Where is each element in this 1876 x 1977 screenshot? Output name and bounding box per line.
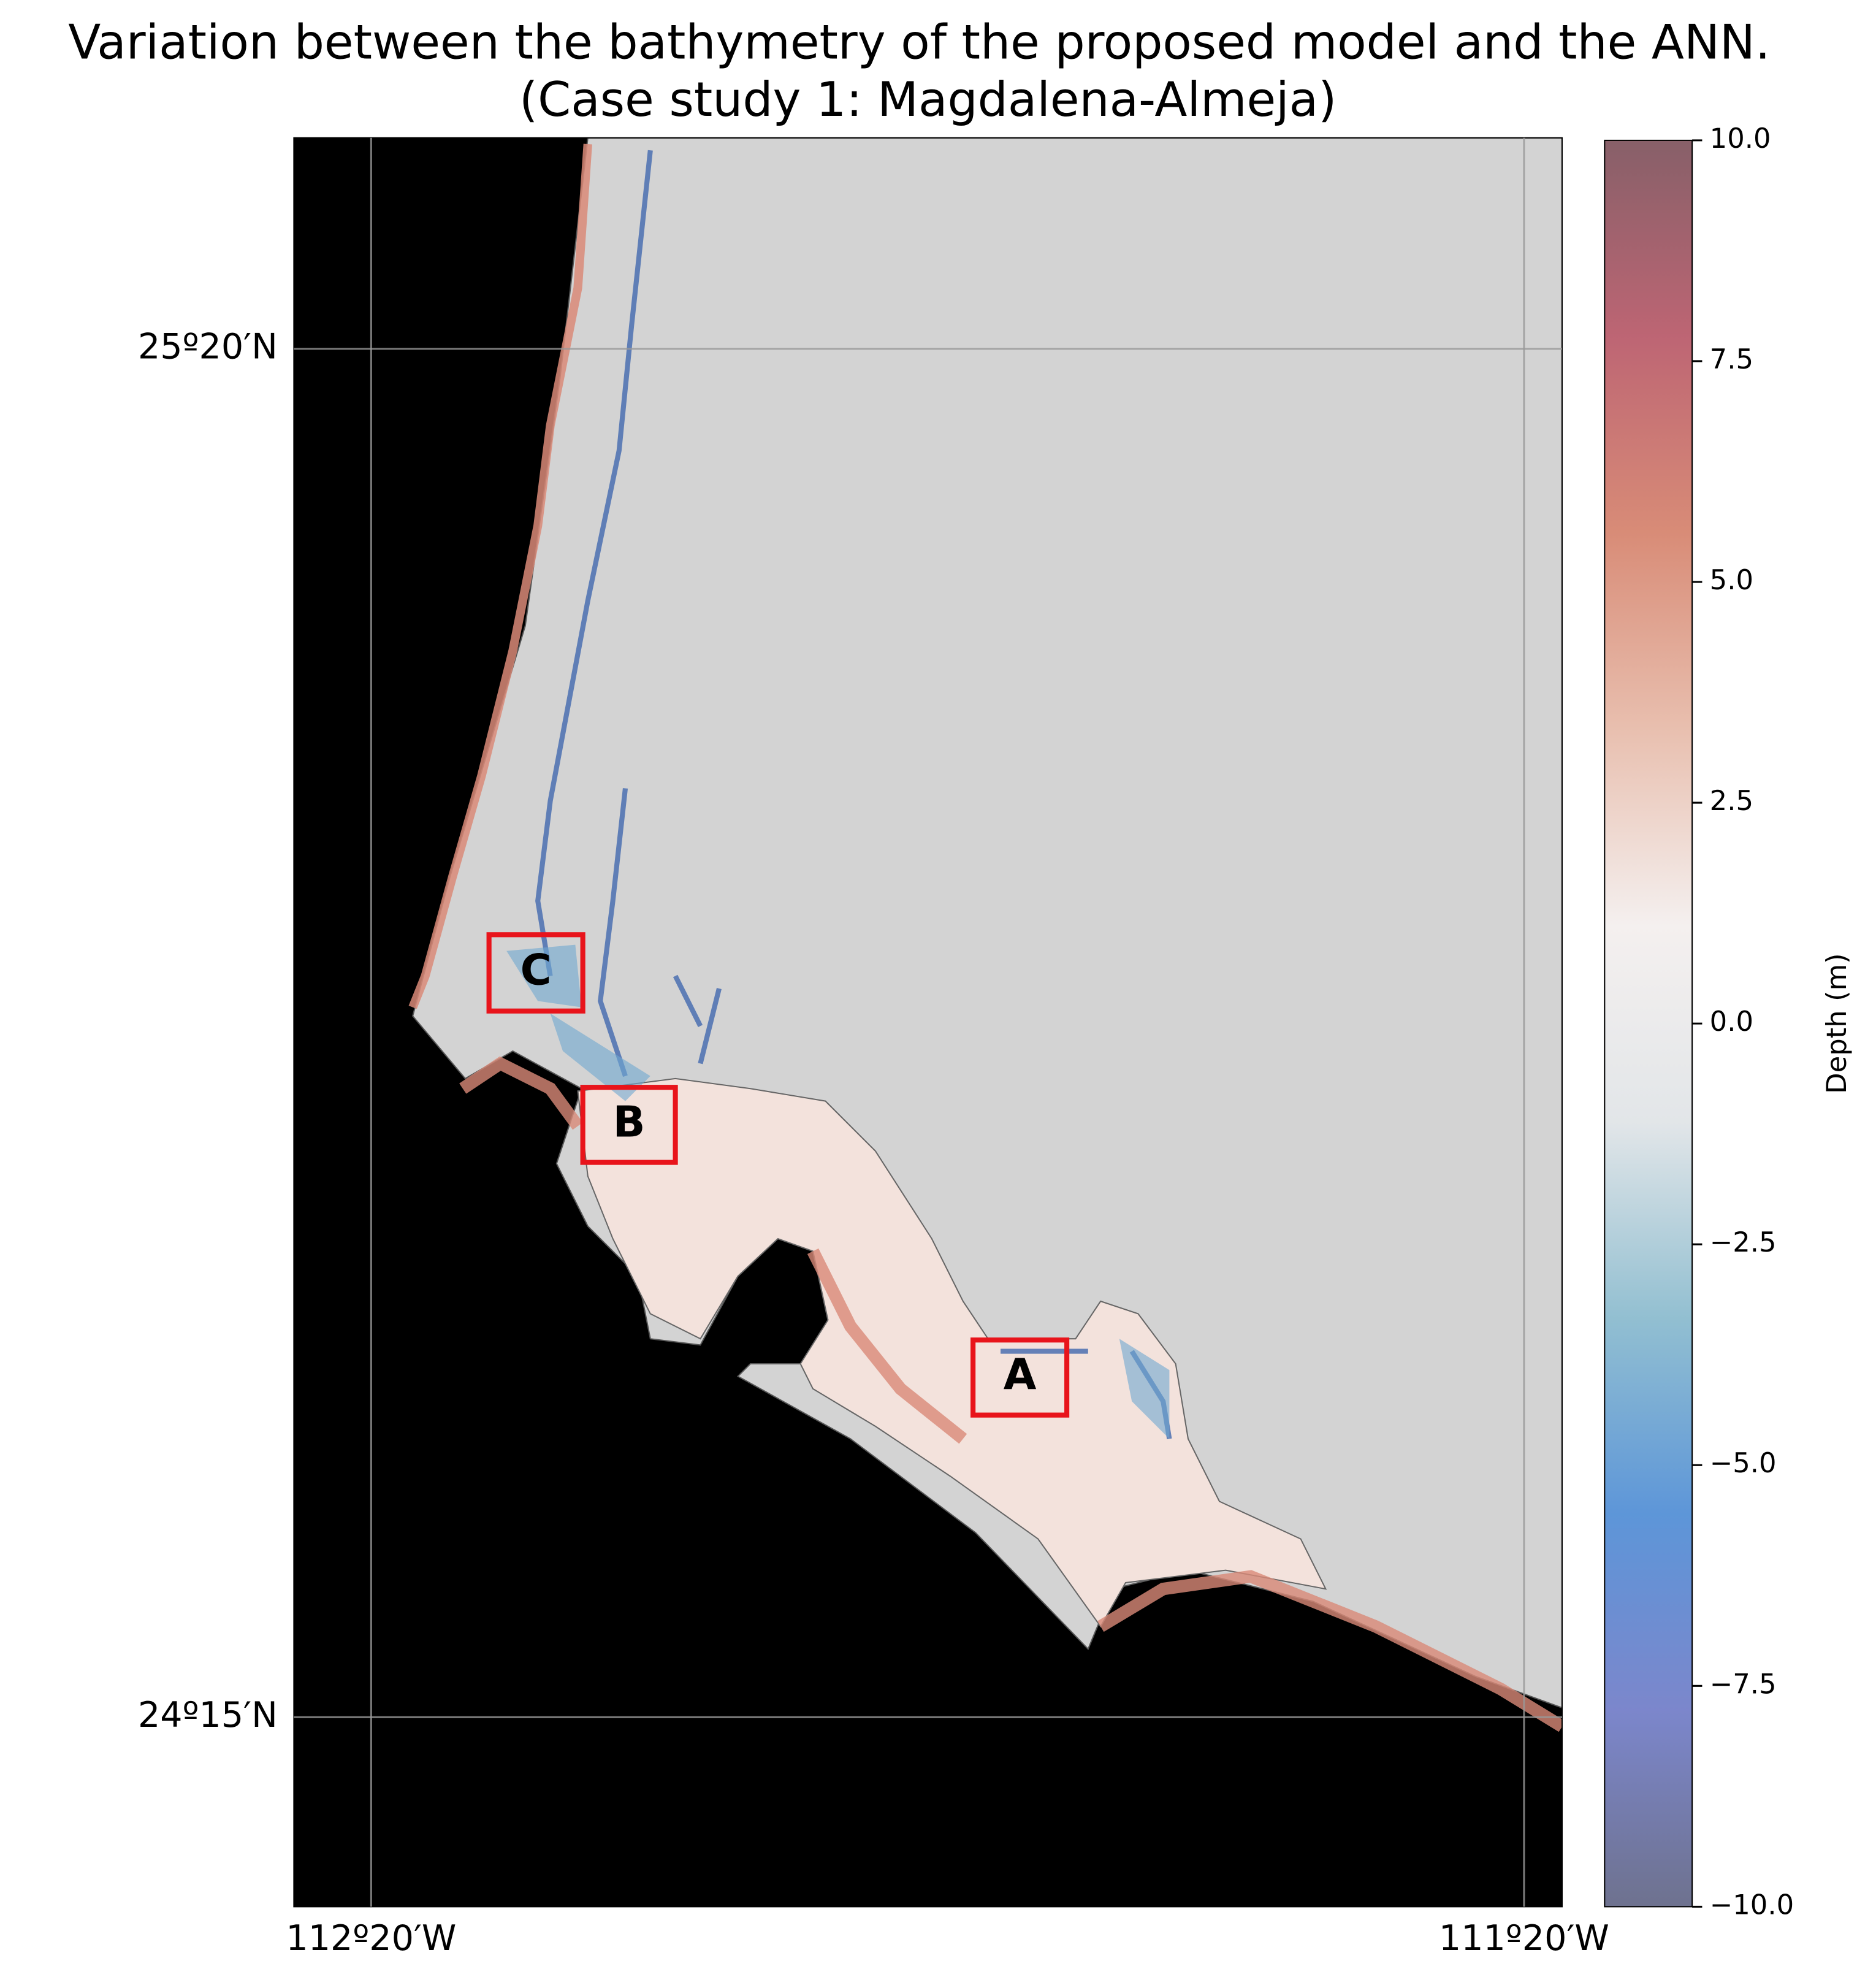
colorbar-tick-label: 5.0 <box>1710 564 1753 596</box>
y-tick-label: 24º15′N <box>138 1695 278 1735</box>
lagoon <box>577 1077 1327 1628</box>
colorbar-label: Depth (m) <box>1820 953 1853 1094</box>
annotation-box <box>970 1337 1070 1418</box>
plot-frame <box>293 137 1563 1908</box>
colorbar-tick-label: −7.5 <box>1710 1667 1777 1700</box>
annotation-label: A <box>1004 1350 1037 1399</box>
channels <box>535 150 1172 1440</box>
colorbar-tick-label: 7.5 <box>1710 343 1753 375</box>
x-tick-label: 112º20′W <box>286 1918 456 1959</box>
colorbar <box>1604 139 1693 1908</box>
annotation-label: B <box>613 1098 646 1147</box>
red-bank <box>408 143 592 1009</box>
annotation-box <box>486 932 585 1014</box>
colorbar-tick-label: −10.0 <box>1710 1888 1794 1921</box>
title: Variation between the bathymetry of the … <box>68 15 1770 70</box>
annotation-label: C <box>520 946 552 995</box>
subtitle: (Case study 1: Magdalena-Almeja) <box>519 72 1336 128</box>
x-tick-label: 111º20′W <box>1439 1918 1609 1959</box>
map-layer <box>294 137 1562 1907</box>
colorbar-tick-label: 10.0 <box>1710 122 1771 155</box>
y-tick-label: 25º20′N <box>138 327 278 367</box>
colorbar-tick-label: −5.0 <box>1710 1447 1777 1479</box>
annotation-box <box>580 1085 678 1165</box>
colorbar-tick-label: 0.0 <box>1710 1005 1753 1038</box>
blue-shoals <box>506 944 1170 1439</box>
colorbar-tick-label: −2.5 <box>1710 1226 1777 1258</box>
colorbar-tick-label: 2.5 <box>1710 784 1753 817</box>
red-bank-south <box>459 1056 1562 1732</box>
